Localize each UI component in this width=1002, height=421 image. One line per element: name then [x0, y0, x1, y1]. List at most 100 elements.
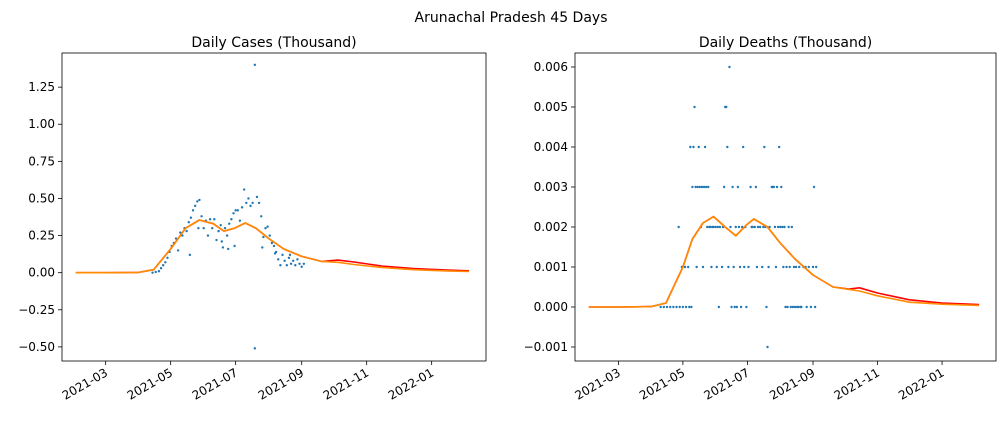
data-point	[221, 246, 225, 249]
data-point	[751, 225, 754, 229]
y-tick-label: 0.000	[534, 300, 568, 314]
data-point	[696, 185, 699, 189]
data-point	[233, 244, 236, 248]
data-point	[234, 209, 237, 212]
data-point	[754, 185, 758, 189]
chart-title: Daily Cases (Thousand)	[191, 35, 356, 51]
data-point	[718, 225, 722, 229]
data-point	[188, 253, 192, 257]
y-tick-label: 0.004	[534, 140, 568, 154]
data-point	[697, 145, 700, 149]
data-point	[749, 185, 752, 189]
plot-frame	[61, 52, 487, 362]
data-point	[681, 305, 685, 309]
x-tick-label: 2021-09	[767, 365, 817, 402]
data-point	[302, 262, 306, 265]
data-point	[213, 218, 216, 221]
y-tick-label: −0.25	[18, 303, 55, 317]
data-point	[790, 225, 794, 229]
data-point	[787, 225, 790, 229]
y-tick-label: 0.75	[28, 154, 55, 168]
data-point	[179, 231, 182, 234]
data-point	[200, 215, 203, 218]
data-point	[230, 218, 233, 221]
data-point	[251, 201, 254, 205]
data-point	[166, 256, 169, 260]
data-point	[698, 185, 702, 189]
data-point	[197, 226, 200, 230]
data-point	[261, 246, 264, 249]
data-point	[695, 265, 698, 269]
data-point	[688, 305, 691, 309]
data-point	[782, 265, 785, 269]
data-point	[809, 305, 813, 309]
data-point	[219, 223, 222, 227]
data-point	[692, 145, 695, 149]
data-point	[185, 229, 188, 233]
data-point	[206, 234, 210, 237]
data-point	[253, 347, 257, 350]
data-point	[277, 258, 280, 261]
data-point	[733, 305, 736, 309]
fit-line-orange	[588, 215, 980, 308]
data-point	[706, 225, 709, 229]
data-point	[151, 271, 154, 274]
data-point	[780, 185, 783, 189]
data-point	[747, 265, 750, 269]
y-tick-label: 0.50	[28, 191, 55, 205]
data-point	[225, 234, 229, 237]
data-point	[788, 265, 791, 269]
data-point	[753, 225, 757, 229]
data-point	[811, 265, 815, 269]
data-point	[736, 185, 740, 189]
data-point	[249, 204, 252, 208]
data-point	[701, 265, 705, 269]
data-point	[734, 225, 737, 229]
data-point	[672, 305, 675, 309]
data-point	[741, 145, 745, 149]
x-tick-label: 2021-05	[125, 365, 175, 402]
data-point	[702, 185, 706, 189]
data-point	[745, 305, 748, 309]
data-point	[763, 145, 766, 149]
data-point	[662, 305, 666, 309]
data-point	[726, 145, 729, 149]
fit-line-orange	[75, 219, 470, 274]
data-point	[767, 265, 770, 269]
data-point	[162, 264, 165, 267]
data-point	[228, 222, 231, 225]
data-point	[232, 212, 235, 215]
data-point	[272, 244, 276, 248]
data-point	[714, 225, 717, 229]
x-tick-label: 2021-07	[190, 365, 240, 402]
data-point	[789, 305, 792, 309]
data-point	[710, 265, 713, 269]
y-tick-label: 1.00	[28, 117, 55, 131]
data-point	[187, 221, 190, 224]
data-point	[270, 241, 274, 245]
data-point	[217, 229, 220, 233]
data-point	[154, 270, 157, 274]
data-point	[777, 145, 781, 149]
data-point	[694, 185, 697, 189]
data-point	[693, 105, 696, 109]
y-tick-label: 0.005	[534, 100, 568, 114]
data-point	[793, 305, 797, 309]
data-point	[716, 225, 720, 229]
y-tick-label: 0.003	[534, 180, 568, 194]
data-point	[796, 305, 800, 309]
figure-suptitle: Arunachal Pradesh 45 Days	[415, 10, 608, 26]
y-tick-label: 0.002	[534, 220, 568, 234]
data-point	[683, 265, 687, 269]
data-point	[772, 185, 776, 189]
data-point	[807, 265, 810, 269]
y-tick-label: 0.25	[28, 229, 55, 243]
data-point	[279, 264, 282, 267]
data-point	[756, 225, 760, 229]
y-tick-label: 0.001	[534, 260, 568, 274]
data-point	[813, 305, 817, 309]
data-point	[193, 204, 197, 208]
y-tick-label: 0.006	[534, 60, 568, 74]
data-point	[731, 185, 734, 189]
